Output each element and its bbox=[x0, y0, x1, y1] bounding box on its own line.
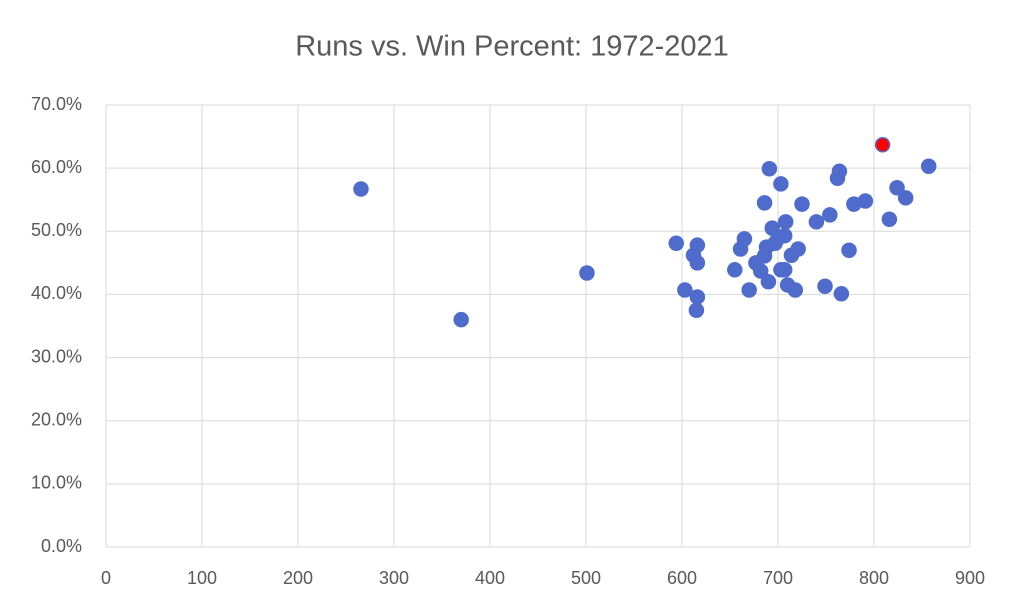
point bbox=[776, 227, 793, 244]
x-tick-label: 300 bbox=[379, 568, 409, 588]
point bbox=[756, 195, 773, 211]
y-tick-label: 70.0% bbox=[31, 94, 82, 114]
y-tick-label: 40.0% bbox=[31, 283, 82, 303]
point bbox=[881, 211, 898, 228]
point bbox=[920, 158, 937, 174]
point bbox=[736, 231, 753, 247]
y-tick-label: 30.0% bbox=[31, 346, 82, 366]
y-tick-label: 20.0% bbox=[31, 409, 82, 429]
y-tick-label: 0.0% bbox=[41, 536, 82, 556]
point bbox=[808, 214, 825, 230]
point bbox=[668, 235, 684, 252]
point bbox=[790, 241, 806, 257]
chart-title: Runs vs. Win Percent: 1972-2021 bbox=[295, 31, 729, 63]
point bbox=[833, 286, 850, 302]
y-tick-label: 10.0% bbox=[31, 473, 82, 493]
point bbox=[689, 289, 706, 305]
point bbox=[897, 190, 914, 206]
point bbox=[756, 248, 773, 264]
point bbox=[353, 181, 369, 197]
x-tick-label: 400 bbox=[475, 568, 505, 588]
point bbox=[453, 311, 469, 328]
point bbox=[579, 265, 595, 281]
point bbox=[857, 193, 874, 209]
point bbox=[773, 176, 789, 192]
point bbox=[777, 214, 794, 230]
x-tick-label: 600 bbox=[667, 568, 697, 588]
x-tick-label: 900 bbox=[955, 568, 985, 588]
y-tick-label: 50.0% bbox=[31, 220, 82, 240]
point bbox=[688, 302, 705, 318]
point bbox=[841, 242, 857, 258]
point bbox=[889, 179, 905, 196]
point bbox=[822, 207, 838, 223]
y-tick-label: 60.0% bbox=[31, 157, 82, 177]
x-tick-label: 500 bbox=[571, 568, 601, 588]
point bbox=[752, 263, 769, 279]
point bbox=[741, 282, 757, 298]
point bbox=[761, 161, 778, 177]
point bbox=[776, 262, 793, 278]
x-tick-label: 700 bbox=[763, 568, 793, 588]
point bbox=[794, 196, 810, 212]
x-tick-label: 800 bbox=[859, 568, 889, 588]
point bbox=[760, 274, 777, 290]
x-tick-label: 200 bbox=[283, 568, 313, 588]
x-tick-label: 0 bbox=[101, 568, 111, 588]
point bbox=[817, 278, 833, 294]
point bbox=[727, 262, 743, 278]
point bbox=[874, 137, 891, 153]
x-tick-label: 100 bbox=[187, 568, 217, 588]
point bbox=[677, 282, 693, 298]
point bbox=[831, 163, 848, 180]
point bbox=[689, 255, 706, 271]
point bbox=[787, 282, 804, 298]
